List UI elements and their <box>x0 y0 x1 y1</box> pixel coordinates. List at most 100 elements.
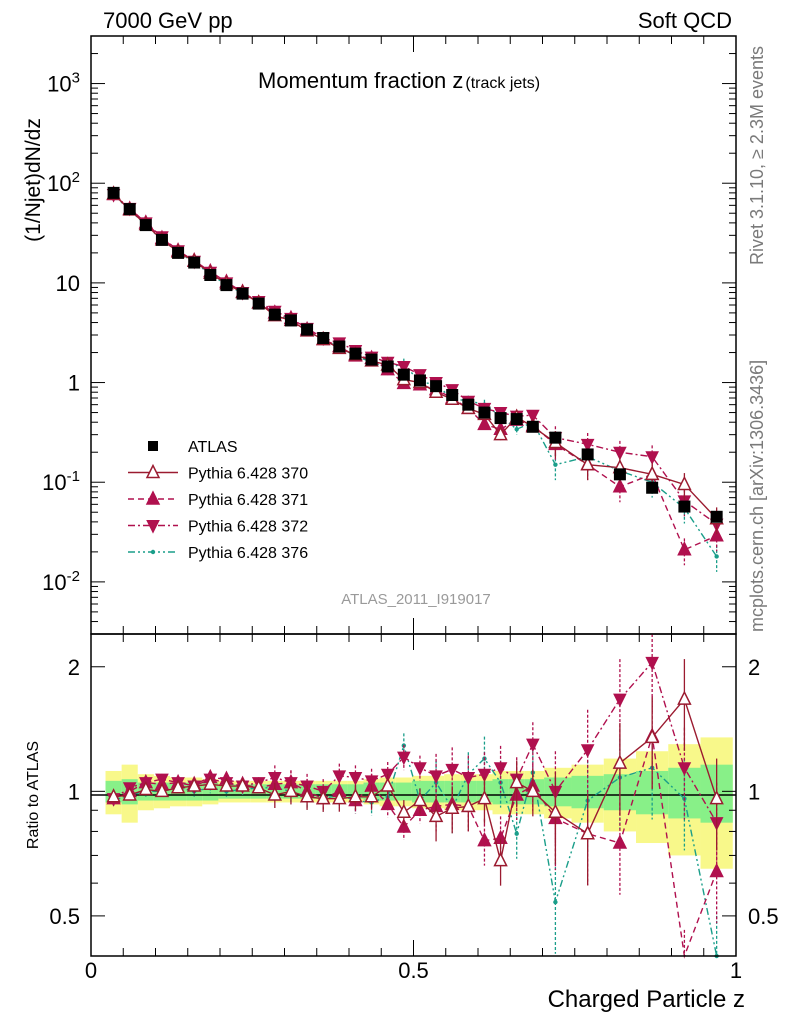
ratio-point-pythia-6-428-372 <box>645 656 659 671</box>
ratio-point-pythia-6-428-370 <box>106 788 121 803</box>
ratio-point-pythia-6-428-370 <box>186 777 202 792</box>
main-point-atlas <box>155 233 168 246</box>
legend-label: Pythia 6.428 370 <box>188 466 308 483</box>
ratio-point-pythia-6-428-370 <box>709 789 724 805</box>
ratio-point-pythia-6-428-372 <box>477 768 492 783</box>
main-y-tick-label: 10-2 <box>42 568 80 595</box>
ratio-point-pythia-6-428-371 <box>612 834 628 849</box>
ratio-series-pythia-6-428-370 <box>106 659 724 886</box>
main-y-tick-label: 10-1 <box>42 468 80 495</box>
legend-item-pythia-6-428-371: Pythia 6.428 371 <box>128 490 308 509</box>
main-point-atlas <box>478 406 491 419</box>
ratio-point-pythia-6-428-372 <box>332 770 347 784</box>
ratio-point-pythia-6-428-370 <box>509 773 524 789</box>
legend-marker <box>145 463 161 479</box>
ratio-point-pythia-6-428-372 <box>397 751 411 766</box>
main-point-atlas <box>284 314 297 327</box>
main-point-pythia-6-428-372 <box>580 438 595 453</box>
ratio-point-pythia-6-428-370 <box>170 779 186 794</box>
ratio-series-layer <box>106 634 724 959</box>
ratio-point-pythia-6-428-370 <box>348 788 363 803</box>
main-point-atlas <box>413 374 426 387</box>
main-point-pythia-6-428-372 <box>397 360 411 375</box>
main-point-pythia-6-428-372 <box>526 409 540 424</box>
main-point-atlas <box>268 308 281 321</box>
legend-item-pythia-6-428-376: Pythia 6.428 376 <box>128 545 308 562</box>
legend-label: Pythia 6.428 372 <box>188 519 308 536</box>
mcplots-source-label: mcplots.cern.ch [arXiv:1306.3436] <box>747 360 767 632</box>
ratio-point-pythia-6-428-376 <box>553 899 558 905</box>
ratio-point-pythia-6-428-372 <box>413 762 427 776</box>
ratio-point-pythia-6-428-370 <box>154 782 170 798</box>
main-point-pythia-6-428-371 <box>477 415 492 431</box>
legend-item-pythia-6-428-370: Pythia 6.428 370 <box>128 463 308 483</box>
main-point-atlas <box>678 500 691 513</box>
legend-marker <box>146 520 160 534</box>
ratio-point-pythia-6-428-370 <box>203 775 218 791</box>
ratio-point-pythia-6-428-370 <box>580 825 595 840</box>
ratio-y-tick-label: 2 <box>68 655 80 680</box>
ratio-y-tick-label: 1 <box>68 779 80 804</box>
main-point-atlas <box>252 297 265 310</box>
ratio-y-tick-label-right: 2 <box>748 655 760 680</box>
legend-marker <box>150 549 156 555</box>
ratio-x-tick-label: 0 <box>85 958 97 983</box>
ratio-point-pythia-6-428-372 <box>429 770 443 784</box>
title-text: Momentum fraction z <box>258 68 463 93</box>
main-point-pythia-6-428-376 <box>553 462 558 467</box>
main-point-atlas <box>613 468 626 481</box>
main-point-atlas <box>220 279 233 292</box>
legend-item-atlas: ATLAS <box>148 439 238 456</box>
ratio-point-pythia-6-428-372 <box>461 772 476 786</box>
ratio-point-pythia-6-428-370 <box>380 777 395 792</box>
ratio-point-pythia-6-428-370 <box>251 779 266 794</box>
analysis-id-label: ATLAS_2011_I919017 <box>341 591 491 608</box>
main-point-atlas <box>349 347 362 360</box>
main-x-axis-ticks <box>90 36 737 634</box>
main-point-atlas <box>430 380 443 393</box>
main-point-pythia-6-428-370 <box>493 425 508 441</box>
ratio-point-pythia-6-428-370 <box>428 807 444 823</box>
main-point-atlas <box>204 268 217 281</box>
ratio-y-tick-label: 0.5 <box>49 904 80 929</box>
main-y-tick-label: 1 <box>68 371 80 396</box>
main-point-pythia-6-428-372 <box>645 451 659 465</box>
ratio-point-pythia-6-428-370 <box>235 777 250 792</box>
main-y-axis-label: (1/Njet)dN/dz <box>22 118 45 242</box>
ratio-point-pythia-6-428-370 <box>364 788 379 803</box>
ratio-point-pythia-6-428-371 <box>396 818 412 833</box>
ratio-plot-panel: 0.5 0.51 12 2 0 0.5 1 Ratio to ATLAS Charged … <box>25 633 779 1013</box>
x-axis-label: Charged Particle z <box>548 986 745 1013</box>
main-point-atlas <box>188 256 201 269</box>
ratio-x-tick-label: 0.5 <box>398 958 429 983</box>
main-point-pythia-6-428-371 <box>677 541 692 556</box>
ratio-point-pythia-6-428-372 <box>613 693 627 708</box>
main-point-atlas <box>397 368 410 381</box>
main-point-pythia-6-428-370 <box>644 465 660 481</box>
ratio-point-pythia-6-428-370 <box>525 782 541 798</box>
ratio-y-tick-label-right: 1 <box>748 779 760 804</box>
ratio-point-pythia-6-428-372 <box>677 762 692 776</box>
ratio-point-pythia-6-428-372 <box>493 762 508 776</box>
rivet-version-label: Rivet 3.1.10, ≥ 2.3M events <box>747 46 767 265</box>
main-series-atlas <box>107 186 723 523</box>
main-point-atlas <box>317 331 330 344</box>
main-point-atlas <box>446 389 459 402</box>
main-point-atlas <box>646 481 659 494</box>
legend-label: Pythia 6.428 376 <box>188 545 308 562</box>
ratio-x-tick-label: 1 <box>730 958 742 983</box>
main-point-atlas <box>526 420 539 433</box>
main-series-layer <box>106 185 724 572</box>
main-series-pythia-6-428-372 <box>106 189 724 540</box>
ratio-point-pythia-6-428-372 <box>580 744 595 758</box>
main-y-tick-label: 103 <box>47 70 80 97</box>
main-point-pythia-6-428-370 <box>580 455 595 471</box>
main-point-atlas <box>510 413 523 426</box>
main-plot-panel: 10-2 10-1 1 10 102 103 Momentum fraction z (tr… <box>22 35 737 635</box>
ratio-point-pythia-6-428-370 <box>412 791 428 807</box>
legend-item-pythia-6-428-372: Pythia 6.428 372 <box>128 519 308 536</box>
main-point-atlas <box>549 431 562 444</box>
ratio-y-axis-label: Ratio to ATLAS <box>25 741 42 849</box>
main-y-tick-label: 10 <box>56 271 80 296</box>
